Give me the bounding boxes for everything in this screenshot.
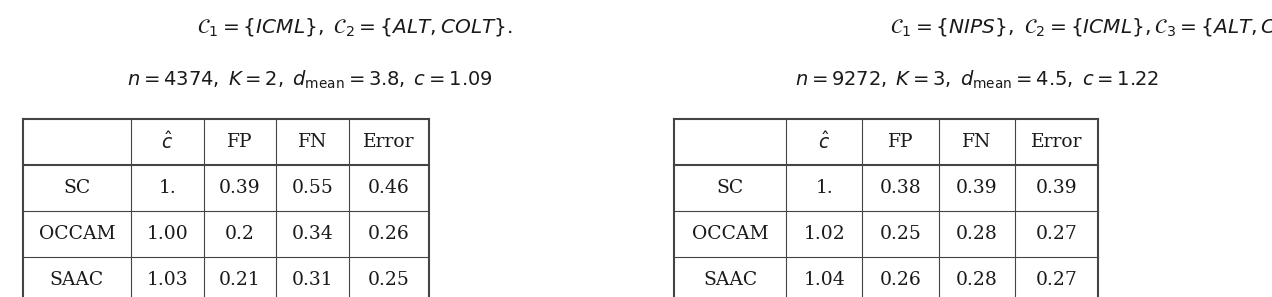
Text: $\hat{c}$: $\hat{c}$ [818, 131, 831, 153]
Text: SAAC: SAAC [703, 271, 757, 289]
Text: $\hat{c}$: $\hat{c}$ [162, 131, 173, 153]
Text: 0.46: 0.46 [368, 179, 410, 197]
Text: OCCAM: OCCAM [692, 225, 768, 243]
Text: 0.26: 0.26 [368, 225, 410, 243]
Text: 0.39: 0.39 [957, 179, 997, 197]
Text: 0.28: 0.28 [957, 271, 997, 289]
Text: 0.2: 0.2 [225, 225, 254, 243]
Text: SAAC: SAAC [50, 271, 104, 289]
Text: 0.25: 0.25 [368, 271, 410, 289]
Text: 1.00: 1.00 [146, 225, 188, 243]
Text: 0.26: 0.26 [880, 271, 921, 289]
Text: FN: FN [962, 133, 992, 151]
Text: 0.31: 0.31 [291, 271, 333, 289]
Text: 0.34: 0.34 [291, 225, 333, 243]
Text: 0.28: 0.28 [957, 225, 997, 243]
Text: 1.: 1. [159, 179, 176, 197]
Text: 1.02: 1.02 [804, 225, 845, 243]
Text: $\mathcal{C}_1 = \{ICML\},\ \mathcal{C}_2 = \{ALT, COLT\}.$: $\mathcal{C}_1 = \{ICML\},\ \mathcal{C}_… [197, 16, 513, 38]
Text: 0.21: 0.21 [219, 271, 261, 289]
Text: FP: FP [888, 133, 913, 151]
Text: $n = 9272,\;  K = 3,\;  d_{\mathrm{mean}} = 4.5,\;  c = 1.22$: $n = 9272,\; K = 3,\; d_{\mathrm{mean}} … [795, 69, 1159, 91]
Text: 0.38: 0.38 [880, 179, 921, 197]
Text: 0.39: 0.39 [219, 179, 261, 197]
Text: 0.55: 0.55 [291, 179, 333, 197]
Text: 1.04: 1.04 [804, 271, 845, 289]
Text: 1.: 1. [815, 179, 833, 197]
Text: SC: SC [64, 179, 90, 197]
Text: 0.27: 0.27 [1035, 271, 1077, 289]
Text: 0.39: 0.39 [1035, 179, 1077, 197]
Text: FP: FP [226, 133, 253, 151]
Text: 0.25: 0.25 [880, 225, 921, 243]
Text: Error: Error [1030, 133, 1082, 151]
Text: $\mathcal{C}_1 = \{NIPS\},\ \mathcal{C}_2 = \{ICML\}, \mathcal{C}_3 = \{ALT, COL: $\mathcal{C}_1 = \{NIPS\},\ \mathcal{C}_… [890, 16, 1272, 38]
Text: SC: SC [716, 179, 744, 197]
Text: 0.27: 0.27 [1035, 225, 1077, 243]
Text: OCCAM: OCCAM [38, 225, 116, 243]
Text: $n = 4374,\;  K = 2,\;  d_{\mathrm{mean}} = 3.8,\;  c = 1.09$: $n = 4374,\; K = 2,\; d_{\mathrm{mean}} … [127, 69, 492, 91]
Text: FN: FN [298, 133, 327, 151]
Text: 1.03: 1.03 [146, 271, 188, 289]
Text: Error: Error [363, 133, 415, 151]
